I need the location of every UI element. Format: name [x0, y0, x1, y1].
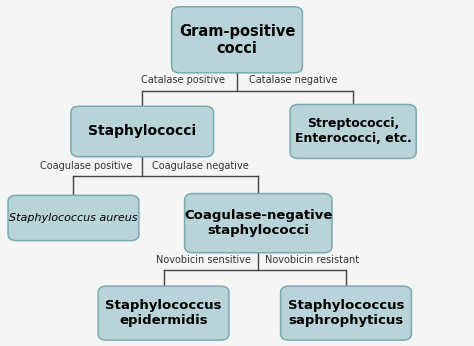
FancyBboxPatch shape [172, 7, 302, 73]
Text: Streptococci,
Enterococci, etc.: Streptococci, Enterococci, etc. [295, 118, 411, 145]
Text: Staphylococcus
saphrophyticus: Staphylococcus saphrophyticus [288, 299, 404, 327]
FancyBboxPatch shape [98, 286, 229, 340]
FancyBboxPatch shape [281, 286, 411, 340]
Text: Coagulase positive: Coagulase positive [40, 161, 133, 171]
Text: Catalase positive: Catalase positive [141, 75, 225, 85]
Text: Gram-positive
cocci: Gram-positive cocci [179, 24, 295, 56]
FancyBboxPatch shape [185, 194, 332, 253]
Text: Staphylococcus aureus: Staphylococcus aureus [9, 213, 138, 223]
Text: Staphylococci: Staphylococci [88, 125, 196, 138]
Text: Staphylococcus
epidermidis: Staphylococcus epidermidis [105, 299, 222, 327]
FancyBboxPatch shape [71, 106, 213, 157]
Text: Coagulase-negative
staphylococci: Coagulase-negative staphylococci [184, 209, 333, 237]
FancyBboxPatch shape [290, 104, 416, 158]
FancyBboxPatch shape [8, 195, 139, 241]
Text: Catalase negative: Catalase negative [249, 75, 337, 85]
Text: Coagulase negative: Coagulase negative [152, 161, 248, 171]
Text: Novobicin resistant: Novobicin resistant [265, 255, 360, 265]
Text: Novobicin sensitive: Novobicin sensitive [156, 255, 251, 265]
